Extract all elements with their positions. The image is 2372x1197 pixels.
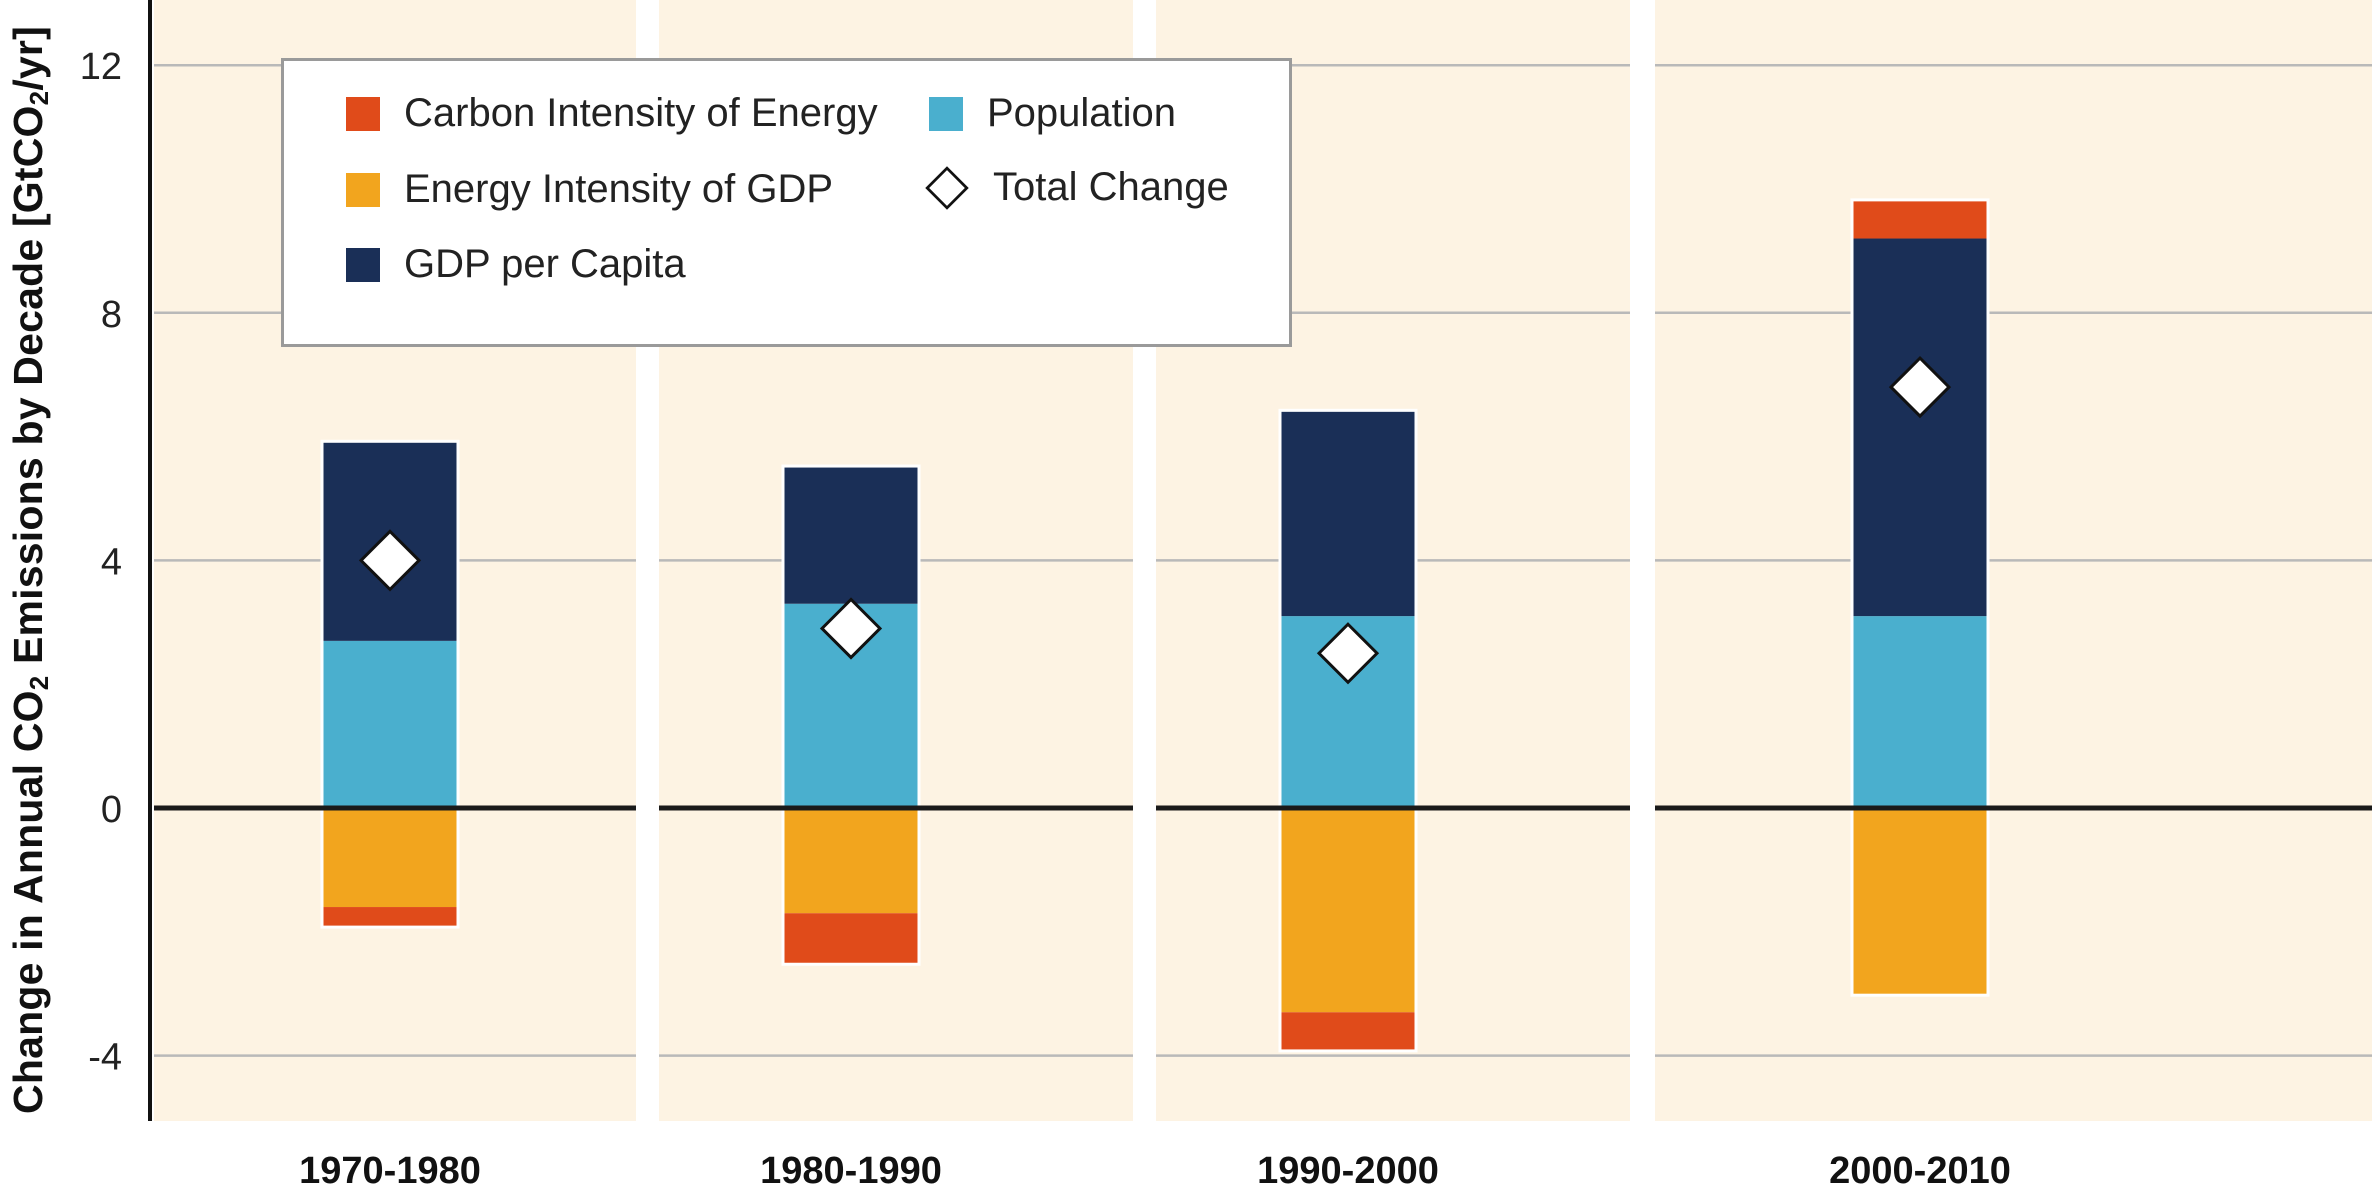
bar-segment-energy-intensity-of-gdp-1970-1980	[323, 808, 457, 908]
legend-label-total-change: Total Change	[993, 165, 1229, 209]
bar-segment-population-1970-1980	[323, 640, 457, 808]
legend-swatch-population	[929, 96, 963, 131]
x-category-label: 1990-2000	[1257, 1150, 1439, 1192]
legend-swatch-energy-intensity	[346, 172, 380, 207]
legend-swatch-carbon-intensity	[346, 96, 380, 131]
legend-label-gdp-per-capita: GDP per Capita	[404, 242, 686, 286]
bar-segment-population-2000-2010	[1853, 616, 1987, 808]
legend-item-gdp-per-capita: GDP per Capita	[346, 242, 686, 287]
bar-segment-carbon-intensity-of-energy-1980-1990	[784, 913, 918, 963]
total-change-marker-1970-1980	[358, 529, 422, 592]
y-tick-label: -4	[88, 1037, 122, 1079]
y-tick-label: 0	[101, 789, 122, 831]
bar-segment-energy-intensity-of-gdp-2000-2010	[1853, 808, 1987, 994]
x-category-label: 2000-2010	[1829, 1150, 2011, 1192]
legend-item-total-change: Total Change	[925, 165, 1229, 210]
legend-diamond-icon	[925, 165, 969, 210]
legend: Carbon Intensity of Energy Energy Intens…	[281, 58, 1292, 347]
y-tick-label: 8	[101, 294, 122, 336]
y-tick-label: 4	[101, 541, 122, 583]
bar-segment-carbon-intensity-of-energy-1970-1980	[323, 907, 457, 926]
bar-segment-gdp-per-capita-1980-1990	[784, 467, 918, 604]
bar-segment-carbon-intensity-of-energy-2000-2010	[1853, 201, 1987, 239]
bar-segment-gdp-per-capita-1990-2000	[1281, 411, 1415, 617]
legend-item-energy-intensity: Energy Intensity of GDP	[346, 167, 833, 212]
legend-label-population: Population	[987, 91, 1177, 135]
bar-segment-gdp-per-capita-2000-2010	[1853, 238, 1987, 617]
legend-item-population: Population	[929, 91, 1176, 136]
legend-label-carbon-intensity: Carbon Intensity of Energy	[404, 91, 878, 135]
bar-segment-energy-intensity-of-gdp-1980-1990	[784, 808, 918, 914]
legend-item-carbon-intensity: Carbon Intensity of Energy	[346, 91, 878, 136]
total-change-marker-2000-2010	[1888, 355, 1952, 419]
bar-segment-carbon-intensity-of-energy-1990-2000	[1281, 1012, 1415, 1050]
bar-segment-energy-intensity-of-gdp-1990-2000	[1281, 808, 1415, 1013]
x-category-label: 1980-1990	[760, 1150, 942, 1192]
x-category-label: 1970-1980	[299, 1150, 481, 1192]
total-change-marker-1980-1990	[819, 597, 883, 660]
y-tick-label: 12	[80, 46, 122, 88]
legend-swatch-gdp-per-capita	[346, 247, 380, 282]
legend-label-energy-intensity: Energy Intensity of GDP	[404, 167, 834, 211]
total-change-marker-1990-2000	[1316, 622, 1380, 685]
